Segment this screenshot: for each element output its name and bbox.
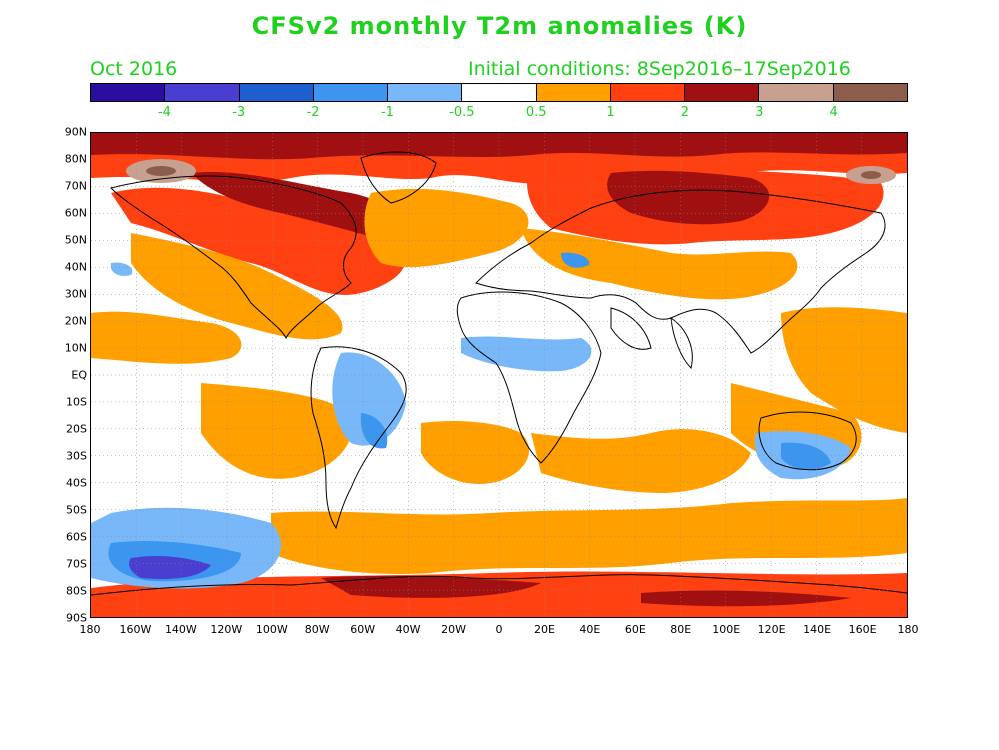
longitude-label: 160W: [119, 623, 152, 636]
color-legend-swatch: [462, 84, 537, 101]
color-legend-swatch: [610, 84, 686, 101]
anomaly-map: [90, 132, 908, 618]
color-legend-label: 2: [680, 105, 690, 120]
map-canvas: [91, 133, 907, 617]
longitude-label: 180: [897, 623, 919, 636]
latitude-label: 10S: [66, 395, 87, 409]
latitude-label: 20S: [66, 422, 87, 436]
color-legend-label: 4: [829, 105, 838, 120]
color-legend-label: 3: [755, 105, 764, 120]
latitude-label: 30S: [66, 449, 87, 463]
forecast-month: Oct 2016: [90, 58, 178, 80]
color-legend-swatch: [759, 84, 834, 101]
color-legend-label: -0.5: [449, 105, 475, 120]
longitude-label: 140W: [164, 623, 197, 636]
longitude-label: 0: [495, 623, 503, 636]
graticule: [91, 133, 907, 617]
longitude-label: 160E: [848, 623, 877, 636]
color-legend-swatch: [239, 84, 314, 101]
latitude-label: 90N: [64, 125, 87, 139]
longitude-label: 40W: [395, 623, 421, 636]
longitude-label: 120E: [757, 623, 786, 636]
color-legend-label: 0.5: [525, 105, 547, 120]
longitude-label: 140E: [803, 623, 832, 636]
latitude-label: EQ: [71, 368, 87, 382]
latitude-label: 70N: [64, 179, 87, 193]
latitude-label: 20N: [64, 314, 87, 328]
longitude-label: 60W: [350, 623, 376, 636]
color-legend-label: -1: [380, 105, 394, 120]
color-legend-swatch: [165, 84, 240, 101]
longitude-label: 40E: [579, 623, 601, 636]
color-legend-swatch: [833, 84, 907, 101]
latitude-label: 10N: [64, 341, 87, 355]
latitude-label: 70S: [66, 557, 87, 571]
latitude-label: 60N: [64, 206, 87, 220]
longitude-label: 60E: [624, 623, 646, 636]
coastlines: [91, 151, 907, 596]
color-legend-swatch: [685, 84, 760, 101]
color-legend-swatch: [91, 84, 166, 101]
longitude-label: 100E: [712, 623, 741, 636]
latitude-label: 80N: [64, 152, 87, 166]
initial-conditions: Initial conditions: 8Sep2016–17Sep2016: [468, 58, 851, 80]
color-legend-label: -2: [306, 105, 320, 120]
latitude-label: 40N: [64, 260, 87, 274]
latitude-label: 60S: [66, 530, 87, 544]
latitude-label: 40S: [66, 476, 87, 490]
color-legend-label: 1: [606, 105, 615, 120]
latitude-label: 50S: [66, 503, 87, 517]
longitude-label: 100W: [255, 623, 288, 636]
color-legend-label: -4: [157, 105, 171, 120]
longitude-label: 180: [79, 623, 101, 636]
color-legend-swatch: [388, 84, 463, 101]
latitude-label: 80S: [66, 584, 87, 598]
longitude-label: 80E: [670, 623, 692, 636]
map-title: CFSv2 monthly T2m anomalies (K): [251, 12, 748, 40]
color-legend-label: -3: [232, 105, 246, 120]
longitude-label: 20E: [533, 623, 555, 636]
latitude-label: 90S: [66, 611, 87, 625]
latitude-label: 50N: [64, 233, 87, 247]
latitude-label: 30N: [64, 287, 87, 301]
color-legend-swatch: [313, 84, 389, 101]
longitude-label: 120W: [210, 623, 243, 636]
longitude-label: 80W: [304, 623, 330, 636]
color-legend: [90, 83, 908, 102]
anomaly-shading: [91, 133, 907, 617]
color-legend-swatch: [536, 84, 611, 101]
longitude-label: 20W: [441, 623, 466, 636]
